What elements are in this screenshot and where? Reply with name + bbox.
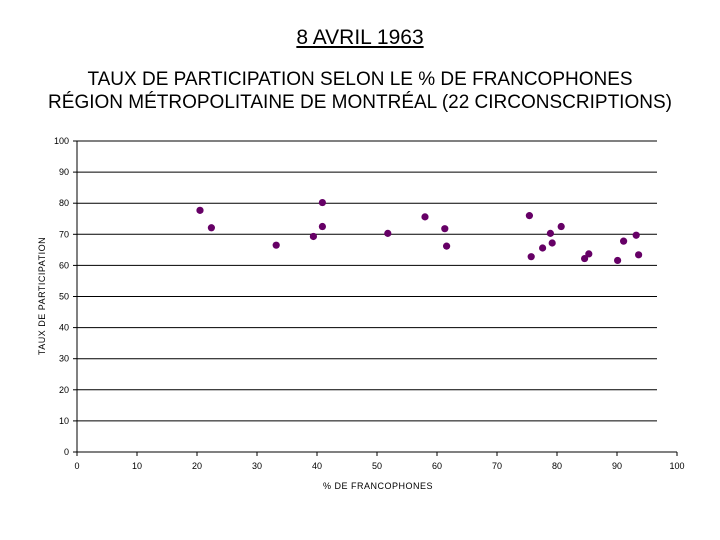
data-point bbox=[581, 254, 589, 263]
y-tick-label: 30 bbox=[59, 354, 69, 364]
y-tick-label: 70 bbox=[59, 229, 69, 239]
y-tick-label: 60 bbox=[59, 260, 69, 270]
y-tick-label: 0 bbox=[64, 447, 69, 457]
x-axis-label: % DE FRANCOPHONES bbox=[323, 481, 433, 491]
data-point bbox=[207, 224, 215, 232]
chart-title: TAUX DE PARTICIPATION SELON LE % DE FRAN… bbox=[0, 68, 720, 114]
y-tick-label: 40 bbox=[59, 323, 69, 333]
data-point bbox=[527, 253, 535, 261]
y-tick-label: 20 bbox=[59, 385, 69, 395]
x-tick-label: 10 bbox=[132, 461, 142, 471]
y-axis-label: TAUX DE PARTICIPATION bbox=[37, 237, 47, 355]
data-point bbox=[539, 244, 547, 252]
x-tick-label: 40 bbox=[312, 461, 322, 471]
data-point bbox=[546, 229, 555, 237]
x-tick-label: 30 bbox=[252, 461, 262, 471]
y-tick-label: 50 bbox=[59, 292, 69, 302]
data-point bbox=[421, 213, 429, 221]
y-tick-label: 100 bbox=[54, 136, 69, 146]
data-point bbox=[525, 212, 534, 220]
data-point bbox=[614, 256, 622, 265]
chart-title-line-1: TAUX DE PARTICIPATION SELON LE % DE FRAN… bbox=[87, 69, 633, 90]
data-point bbox=[441, 225, 449, 233]
data-point bbox=[443, 242, 451, 250]
y-tick-label: 80 bbox=[59, 198, 69, 208]
data-points bbox=[196, 198, 643, 265]
x-tick-label: 90 bbox=[612, 461, 622, 471]
data-point bbox=[318, 222, 326, 231]
data-point bbox=[272, 241, 280, 249]
x-tick-label: 80 bbox=[552, 461, 562, 471]
data-point bbox=[585, 250, 593, 258]
tick-labels: 0 10 20 30 40 50 60 70 80 90 100 0 10 20 30 40 50 60 70 80 9… bbox=[54, 136, 685, 471]
y-tick-label: 90 bbox=[59, 167, 69, 177]
data-point bbox=[635, 251, 643, 259]
y-tick-label: 10 bbox=[59, 416, 69, 426]
gridlines bbox=[77, 140, 657, 422]
data-point bbox=[318, 198, 326, 207]
data-point bbox=[632, 231, 640, 239]
chart-title-line-2: RÉGION MÉTROPOLITAINE DE MONTRÉAL (22 CI… bbox=[48, 92, 672, 113]
x-tick-label: 0 bbox=[74, 461, 79, 471]
data-point bbox=[309, 232, 317, 241]
data-point bbox=[557, 222, 565, 231]
x-tick-label: 100 bbox=[669, 461, 684, 471]
x-tick-label: 20 bbox=[192, 461, 202, 471]
x-tick-label: 70 bbox=[492, 461, 502, 471]
x-tick-label: 50 bbox=[372, 461, 382, 471]
data-point bbox=[384, 229, 392, 237]
data-point bbox=[620, 237, 628, 245]
axes bbox=[73, 140, 678, 456]
data-point bbox=[196, 206, 204, 214]
x-tick-label: 60 bbox=[432, 461, 442, 471]
data-point bbox=[548, 239, 556, 247]
page-title: 8 AVRIL 1963 bbox=[296, 26, 424, 49]
